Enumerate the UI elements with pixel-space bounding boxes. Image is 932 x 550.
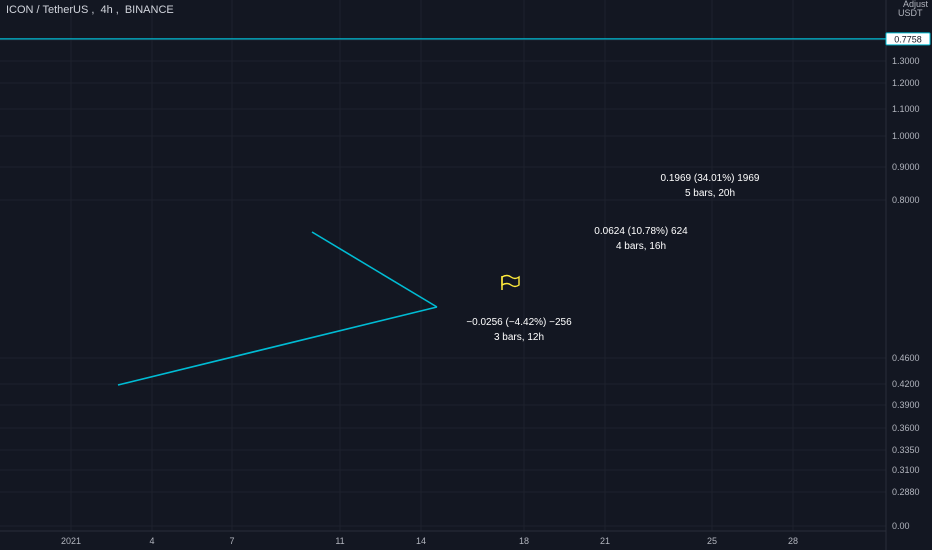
price-tag bbox=[885, 32, 931, 46]
measure-change-label: 0.1969 (34.01%) 1969 bbox=[661, 173, 760, 184]
drawings[interactable] bbox=[117, 231, 520, 386]
price-tick-label: 0.00 bbox=[892, 521, 910, 531]
price-axis-currency: USDT bbox=[898, 8, 923, 18]
price-tick-label: 0.9000 bbox=[892, 162, 920, 172]
price-tick-label: 0.3900 bbox=[892, 400, 920, 410]
time-tick-label: 2021 bbox=[61, 536, 81, 546]
price-tags: 0.77580.70530.64130.57890.576301:22:390.… bbox=[885, 32, 931, 46]
grid bbox=[0, 0, 886, 531]
price-tick-label: 0.4200 bbox=[892, 379, 920, 389]
price-tick-label: 1.0000 bbox=[892, 131, 920, 141]
measure-change-label: −0.0256 (−4.42%) −256 bbox=[466, 317, 572, 328]
measure-bars-label: 4 bars, 16h bbox=[616, 241, 666, 252]
price-tick-label: 0.2880 bbox=[892, 487, 920, 497]
flag-marker-icon[interactable] bbox=[501, 274, 520, 291]
time-tick-label: 7 bbox=[229, 536, 234, 546]
price-axis[interactable]: Adjust USDT 1.40001.30001.20001.10001.00… bbox=[885, 0, 929, 550]
price-tick-label: 1.3000 bbox=[892, 56, 920, 66]
time-tick-label: 4 bbox=[149, 536, 154, 546]
time-tick-label: 14 bbox=[416, 536, 426, 546]
time-tick-label: 25 bbox=[707, 536, 717, 546]
price-tick-label: 0.3600 bbox=[892, 423, 920, 433]
price-tick-label: 1.2000 bbox=[892, 78, 920, 88]
time-axis[interactable]: 2021 4 7 11 14 18 21 25 28 bbox=[0, 530, 886, 546]
price-tick-label: 0.4600 bbox=[892, 353, 920, 363]
chart-title: ICON / TetherUS, 4h, BINANCE bbox=[6, 4, 174, 16]
measure-change-label: 0.0624 (10.78%) 624 bbox=[594, 226, 688, 237]
price-tag-label: 0.7758 bbox=[894, 34, 922, 44]
time-tick-label: 11 bbox=[335, 536, 344, 546]
triangle-lower-trendline[interactable] bbox=[117, 306, 438, 386]
triangle-upper-trendline[interactable] bbox=[311, 231, 438, 308]
time-tick-label: 21 bbox=[600, 536, 610, 546]
measure-boxes[interactable]: 0.1969 (34.01%) 1969 5 bars, 20h 0.0624 (1… bbox=[466, 173, 760, 343]
price-axis-currency-top: Adjust bbox=[903, 0, 929, 9]
price-tick-label: 0.3100 bbox=[892, 465, 920, 475]
interval[interactable]: 4h bbox=[100, 4, 113, 16]
measure-bars-label: 3 bars, 12h bbox=[494, 332, 544, 343]
exchange: BINANCE bbox=[124, 4, 174, 16]
time-tick-label: 18 bbox=[519, 536, 529, 546]
time-tick-label: 28 bbox=[788, 536, 798, 546]
price-tick-label: 0.3350 bbox=[892, 445, 920, 455]
horizontal-levels[interactable] bbox=[0, 0, 886, 40]
measure-bars-label: 5 bars, 20h bbox=[685, 188, 735, 199]
price-tick-label: 0.8000 bbox=[892, 195, 920, 205]
symbol-pair[interactable]: ICON / TetherUS bbox=[6, 4, 89, 16]
price-tick-label: 1.1000 bbox=[892, 104, 920, 114]
